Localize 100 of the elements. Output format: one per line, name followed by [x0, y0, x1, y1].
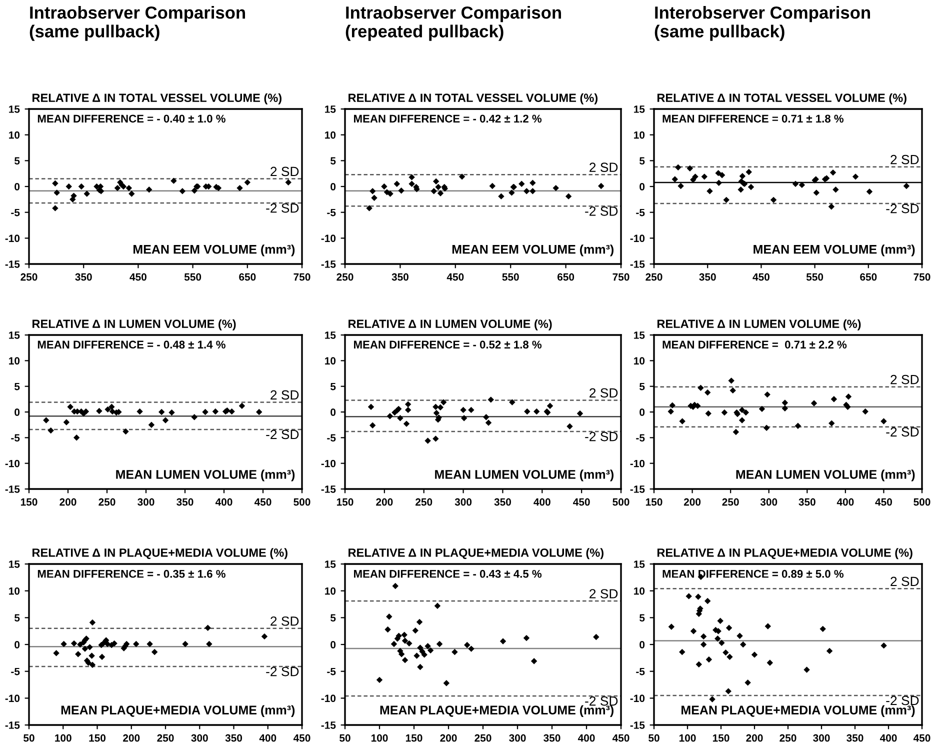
x-tick-label: 150: [336, 498, 354, 506]
y-tick-label: -10: [321, 460, 336, 468]
y-tick-label: 15: [634, 332, 645, 339]
y-tick-label: -15: [630, 486, 645, 493]
annotation: MEAN DIFFERENCE = - 0.35 ± 1.6 %: [38, 570, 226, 578]
x-tick-label: 350: [494, 498, 511, 506]
x-tick-label: 750: [914, 273, 930, 281]
y-tick-label: 5: [14, 157, 20, 165]
x-tick-label: 200: [60, 498, 76, 506]
y-tick-label: 10: [9, 587, 20, 595]
x-tick-label: 150: [712, 734, 730, 742]
y-tick-label: -5: [636, 208, 645, 216]
annotation: MEAN DIFFERENCE = 0.71 ± 2.2 %: [662, 340, 847, 349]
x-tick-label: 150: [406, 734, 422, 742]
x-axis-title: MEAN PLAQUE+MEDIA VOLUME (mm³): [682, 705, 915, 717]
annotation: MEAN DIFFERENCE = 0.71 ± 1.8 %: [662, 114, 844, 123]
y-tick-label: 5: [640, 614, 645, 622]
y-tick-label: -5: [11, 208, 20, 216]
x-tick-label: 350: [846, 734, 864, 742]
x-tick-label: 750: [294, 273, 310, 281]
ref-line-label: 2 SD: [270, 616, 299, 626]
x-tick-label: 400: [215, 498, 232, 506]
y-tick-label: 10: [325, 357, 336, 365]
x-tick-label: 400: [578, 734, 595, 742]
y-tick-label: 15: [634, 560, 645, 568]
y-tick-label: 0: [640, 641, 645, 648]
y-axis-title: RELATIVE Δ IN PLAQUE+MEDIA VOLUME (%): [657, 548, 912, 560]
y-axis-title: RELATIVE Δ IN TOTAL VESSEL VOLUME (%): [32, 93, 282, 104]
x-tick-label: 500: [294, 498, 310, 506]
chart-title: Intraobserver Comparison (repeated pullback): [346, 6, 561, 41]
y-tick-label: 0: [14, 408, 20, 416]
x-tick-label: 500: [914, 498, 930, 506]
x-tick-label: 300: [509, 734, 526, 742]
annotation: MEAN DIFFERENCE = 0.89 ± 5.0 %: [662, 570, 844, 578]
y-tick-label: -15: [630, 722, 645, 729]
y-tick-label: -15: [321, 722, 336, 729]
y-tick-label: 5: [330, 614, 336, 622]
y-axis-title: RELATIVE Δ IN LUMEN VOLUME (%): [657, 319, 861, 330]
y-tick-label: 10: [9, 131, 20, 139]
ref-line-label: -2 SD: [886, 696, 919, 706]
x-tick-label: 450: [875, 498, 892, 506]
ref-line-label: 2 SD: [590, 589, 618, 598]
ref-line-label: -2 SD: [266, 666, 299, 676]
y-tick-label: -15: [321, 260, 336, 268]
x-tick-label: 350: [798, 498, 816, 506]
y-tick-label: -15: [630, 260, 645, 268]
ref-line-label: -2 SD: [886, 427, 919, 437]
y-tick-label: 15: [9, 560, 20, 568]
y-tick-label: -10: [630, 234, 645, 242]
x-tick-label: 150: [646, 498, 662, 506]
x-tick-label: 650: [239, 273, 256, 281]
y-tick-label: -15: [5, 486, 20, 493]
ref-line-label: 2 SD: [890, 576, 919, 586]
x-tick-label: 500: [612, 498, 630, 506]
annotation: MEAN DIFFERENCE = - 0.40 ± 1.0 %: [38, 114, 226, 123]
x-tick-label: 350: [392, 273, 408, 281]
y-tick-label: -10: [630, 460, 645, 468]
y-tick-label: -5: [327, 668, 336, 676]
x-tick-label: 300: [813, 734, 830, 742]
y-tick-label: 10: [9, 357, 20, 365]
ref-line-label: 2 SD: [270, 390, 299, 400]
y-tick-label: 15: [325, 106, 336, 113]
annotation: MEAN DIFFERENCE = - 0.42 ± 1.2 %: [354, 114, 542, 123]
ref-line-label: -2 SD: [585, 696, 618, 706]
y-tick-label: 0: [14, 641, 20, 648]
y-tick-label: 10: [634, 587, 645, 595]
y-tick-label: -15: [5, 722, 20, 729]
y-tick-label: 10: [325, 131, 336, 139]
x-tick-label: 350: [544, 734, 560, 742]
y-axis-title: RELATIVE Δ IN TOTAL VESSEL VOLUME (%): [657, 93, 906, 104]
x-axis-title: MEAN PLAQUE+MEDIA VOLUME (mm³): [61, 705, 295, 717]
x-tick-label: 200: [123, 734, 140, 742]
y-tick-label: 5: [14, 382, 20, 390]
x-tick-label: 100: [679, 734, 696, 742]
y-tick-label: 15: [325, 560, 336, 568]
x-tick-label: 250: [474, 734, 492, 742]
x-tick-label: 450: [752, 273, 770, 281]
annotation: MEAN DIFFERENCE = - 0.48 ± 1.4 %: [38, 340, 226, 349]
y-tick-label: -5: [327, 434, 336, 442]
y-tick-label: 0: [14, 183, 20, 190]
ref-line-label: -2 SD: [585, 432, 618, 442]
ref-line-label: 2 SD: [890, 374, 919, 384]
x-tick-label: 550: [502, 273, 519, 281]
x-axis-title: MEAN EEM VOLUME (mm³): [754, 244, 915, 256]
y-tick-label: 0: [640, 408, 645, 416]
x-tick-label: 400: [534, 498, 550, 506]
y-tick-label: 0: [640, 183, 645, 190]
ref-line-label: -2 SD: [266, 430, 299, 440]
y-tick-label: 5: [330, 157, 336, 165]
ref-line-label: 2 SD: [270, 166, 299, 176]
y-axis-title: RELATIVE Δ IN LUMEN VOLUME (%): [32, 319, 236, 330]
y-tick-label: -5: [636, 434, 645, 442]
x-axis-title: MEAN EEM VOLUME (mm³): [452, 244, 614, 256]
y-tick-label: 15: [325, 332, 336, 339]
y-axis-title: RELATIVE Δ IN LUMEN VOLUME (%): [348, 319, 552, 330]
x-axis-title: MEAN LUMEN VOLUME (mm³): [736, 470, 915, 482]
y-tick-label: 15: [9, 332, 20, 339]
y-tick-label: 5: [640, 382, 645, 390]
x-tick-label: 450: [130, 273, 146, 281]
y-tick-label: -5: [11, 434, 20, 442]
